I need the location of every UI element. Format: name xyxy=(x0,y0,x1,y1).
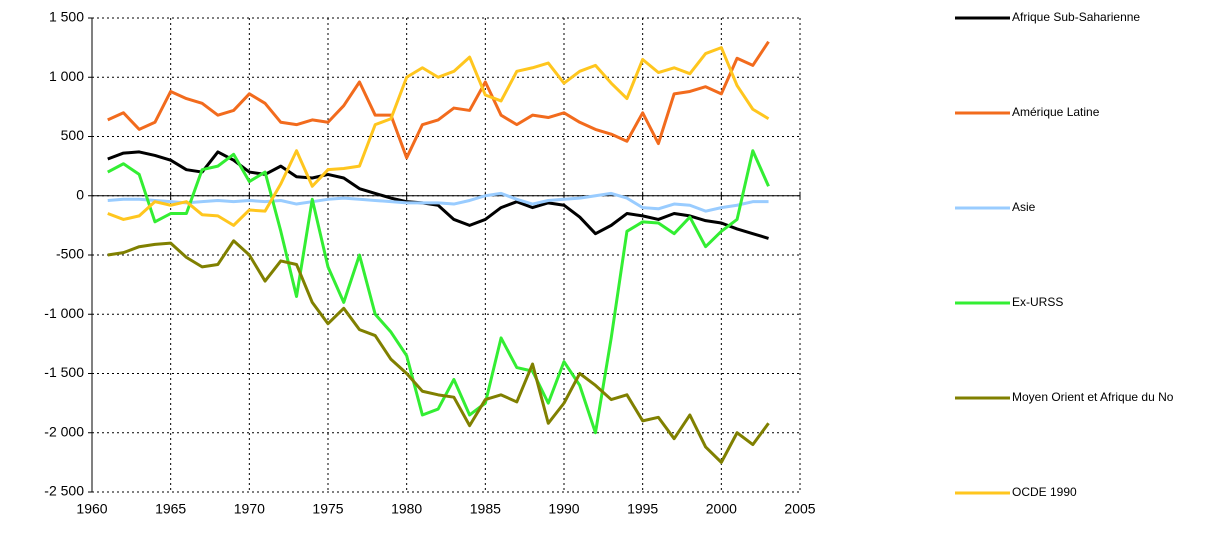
series-line xyxy=(107,46,770,227)
legend-label: Amérique Latine xyxy=(1012,105,1100,119)
y-tick-label: -2 000 xyxy=(44,423,84,439)
x-tick-label: 2000 xyxy=(706,501,737,517)
series-line xyxy=(107,239,770,464)
x-tick-label: 1985 xyxy=(470,501,501,517)
series-line xyxy=(107,149,770,435)
y-tick-label: 1 000 xyxy=(49,68,84,84)
x-tick-label: 1965 xyxy=(155,501,186,517)
y-tick-label: 500 xyxy=(61,127,85,143)
y-tick-label: -500 xyxy=(56,246,84,262)
y-tick-label: -2 500 xyxy=(44,483,84,499)
y-tick-label: 0 xyxy=(76,186,84,202)
series-line xyxy=(107,40,770,160)
legend-label: OCDE 1990 xyxy=(1012,485,1077,499)
x-tick-label: 1975 xyxy=(312,501,343,517)
series-line xyxy=(107,191,769,213)
legend-label: Moyen Orient et Afrique du No xyxy=(1012,390,1174,404)
legend-label: Afrique Sub-Saharienne xyxy=(1012,10,1140,24)
x-tick-label: 1970 xyxy=(234,501,265,517)
legend-label: Asie xyxy=(1012,200,1036,214)
y-tick-label: 1 500 xyxy=(49,9,84,25)
legend-label: Ex-URSS xyxy=(1012,295,1063,309)
x-tick-label: 1980 xyxy=(391,501,422,517)
x-tick-label: 1995 xyxy=(627,501,658,517)
x-tick-label: 1960 xyxy=(76,501,107,517)
y-tick-label: -1 500 xyxy=(44,364,84,380)
x-tick-label: 2005 xyxy=(784,501,815,517)
series-line xyxy=(107,150,769,240)
x-tick-label: 1990 xyxy=(548,501,579,517)
y-tick-label: -1 000 xyxy=(44,305,84,321)
